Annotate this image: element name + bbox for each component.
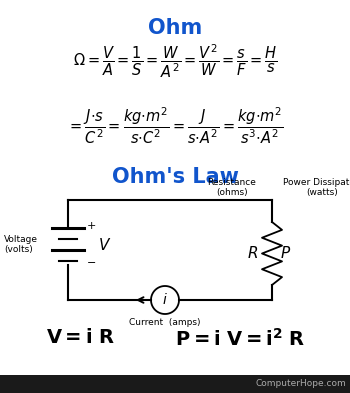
Text: $\mathbf{P = i\ V = i^2\ R}$: $\mathbf{P = i\ V = i^2\ R}$ <box>175 328 305 350</box>
Text: $i$: $i$ <box>162 292 168 307</box>
Text: $V$: $V$ <box>98 237 111 252</box>
Text: $\Omega = \dfrac{V}{A} = \dfrac{1}{S} = \dfrac{W}{A^2} = \dfrac{V^2}{W} = \dfrac: $\Omega = \dfrac{V}{A} = \dfrac{1}{S} = … <box>72 42 278 80</box>
Text: −: − <box>87 258 96 268</box>
Text: $\mathbf{V = i\ R}$: $\mathbf{V = i\ R}$ <box>46 328 114 347</box>
Text: $= \dfrac{J{\cdot}s}{C^2} = \dfrac{kg{\cdot}m^2}{s{\cdot}C^2} = \dfrac{J}{s{\cdo: $= \dfrac{J{\cdot}s}{C^2} = \dfrac{kg{\c… <box>66 105 284 146</box>
Bar <box>0 375 350 393</box>
Text: Resistance
(ohms): Resistance (ohms) <box>208 178 257 197</box>
Text: Voltage
(volts): Voltage (volts) <box>4 235 38 254</box>
Text: $P$: $P$ <box>280 246 291 261</box>
Text: Ohm's Law: Ohm's Law <box>112 167 238 187</box>
Text: Current  (amps): Current (amps) <box>129 318 201 327</box>
Text: Ohm: Ohm <box>148 18 202 38</box>
Text: +: + <box>87 221 96 231</box>
Text: $R$: $R$ <box>247 246 258 261</box>
Text: ComputerHope.com: ComputerHope.com <box>255 380 346 389</box>
Text: Power Dissipated
(watts): Power Dissipated (watts) <box>283 178 350 197</box>
